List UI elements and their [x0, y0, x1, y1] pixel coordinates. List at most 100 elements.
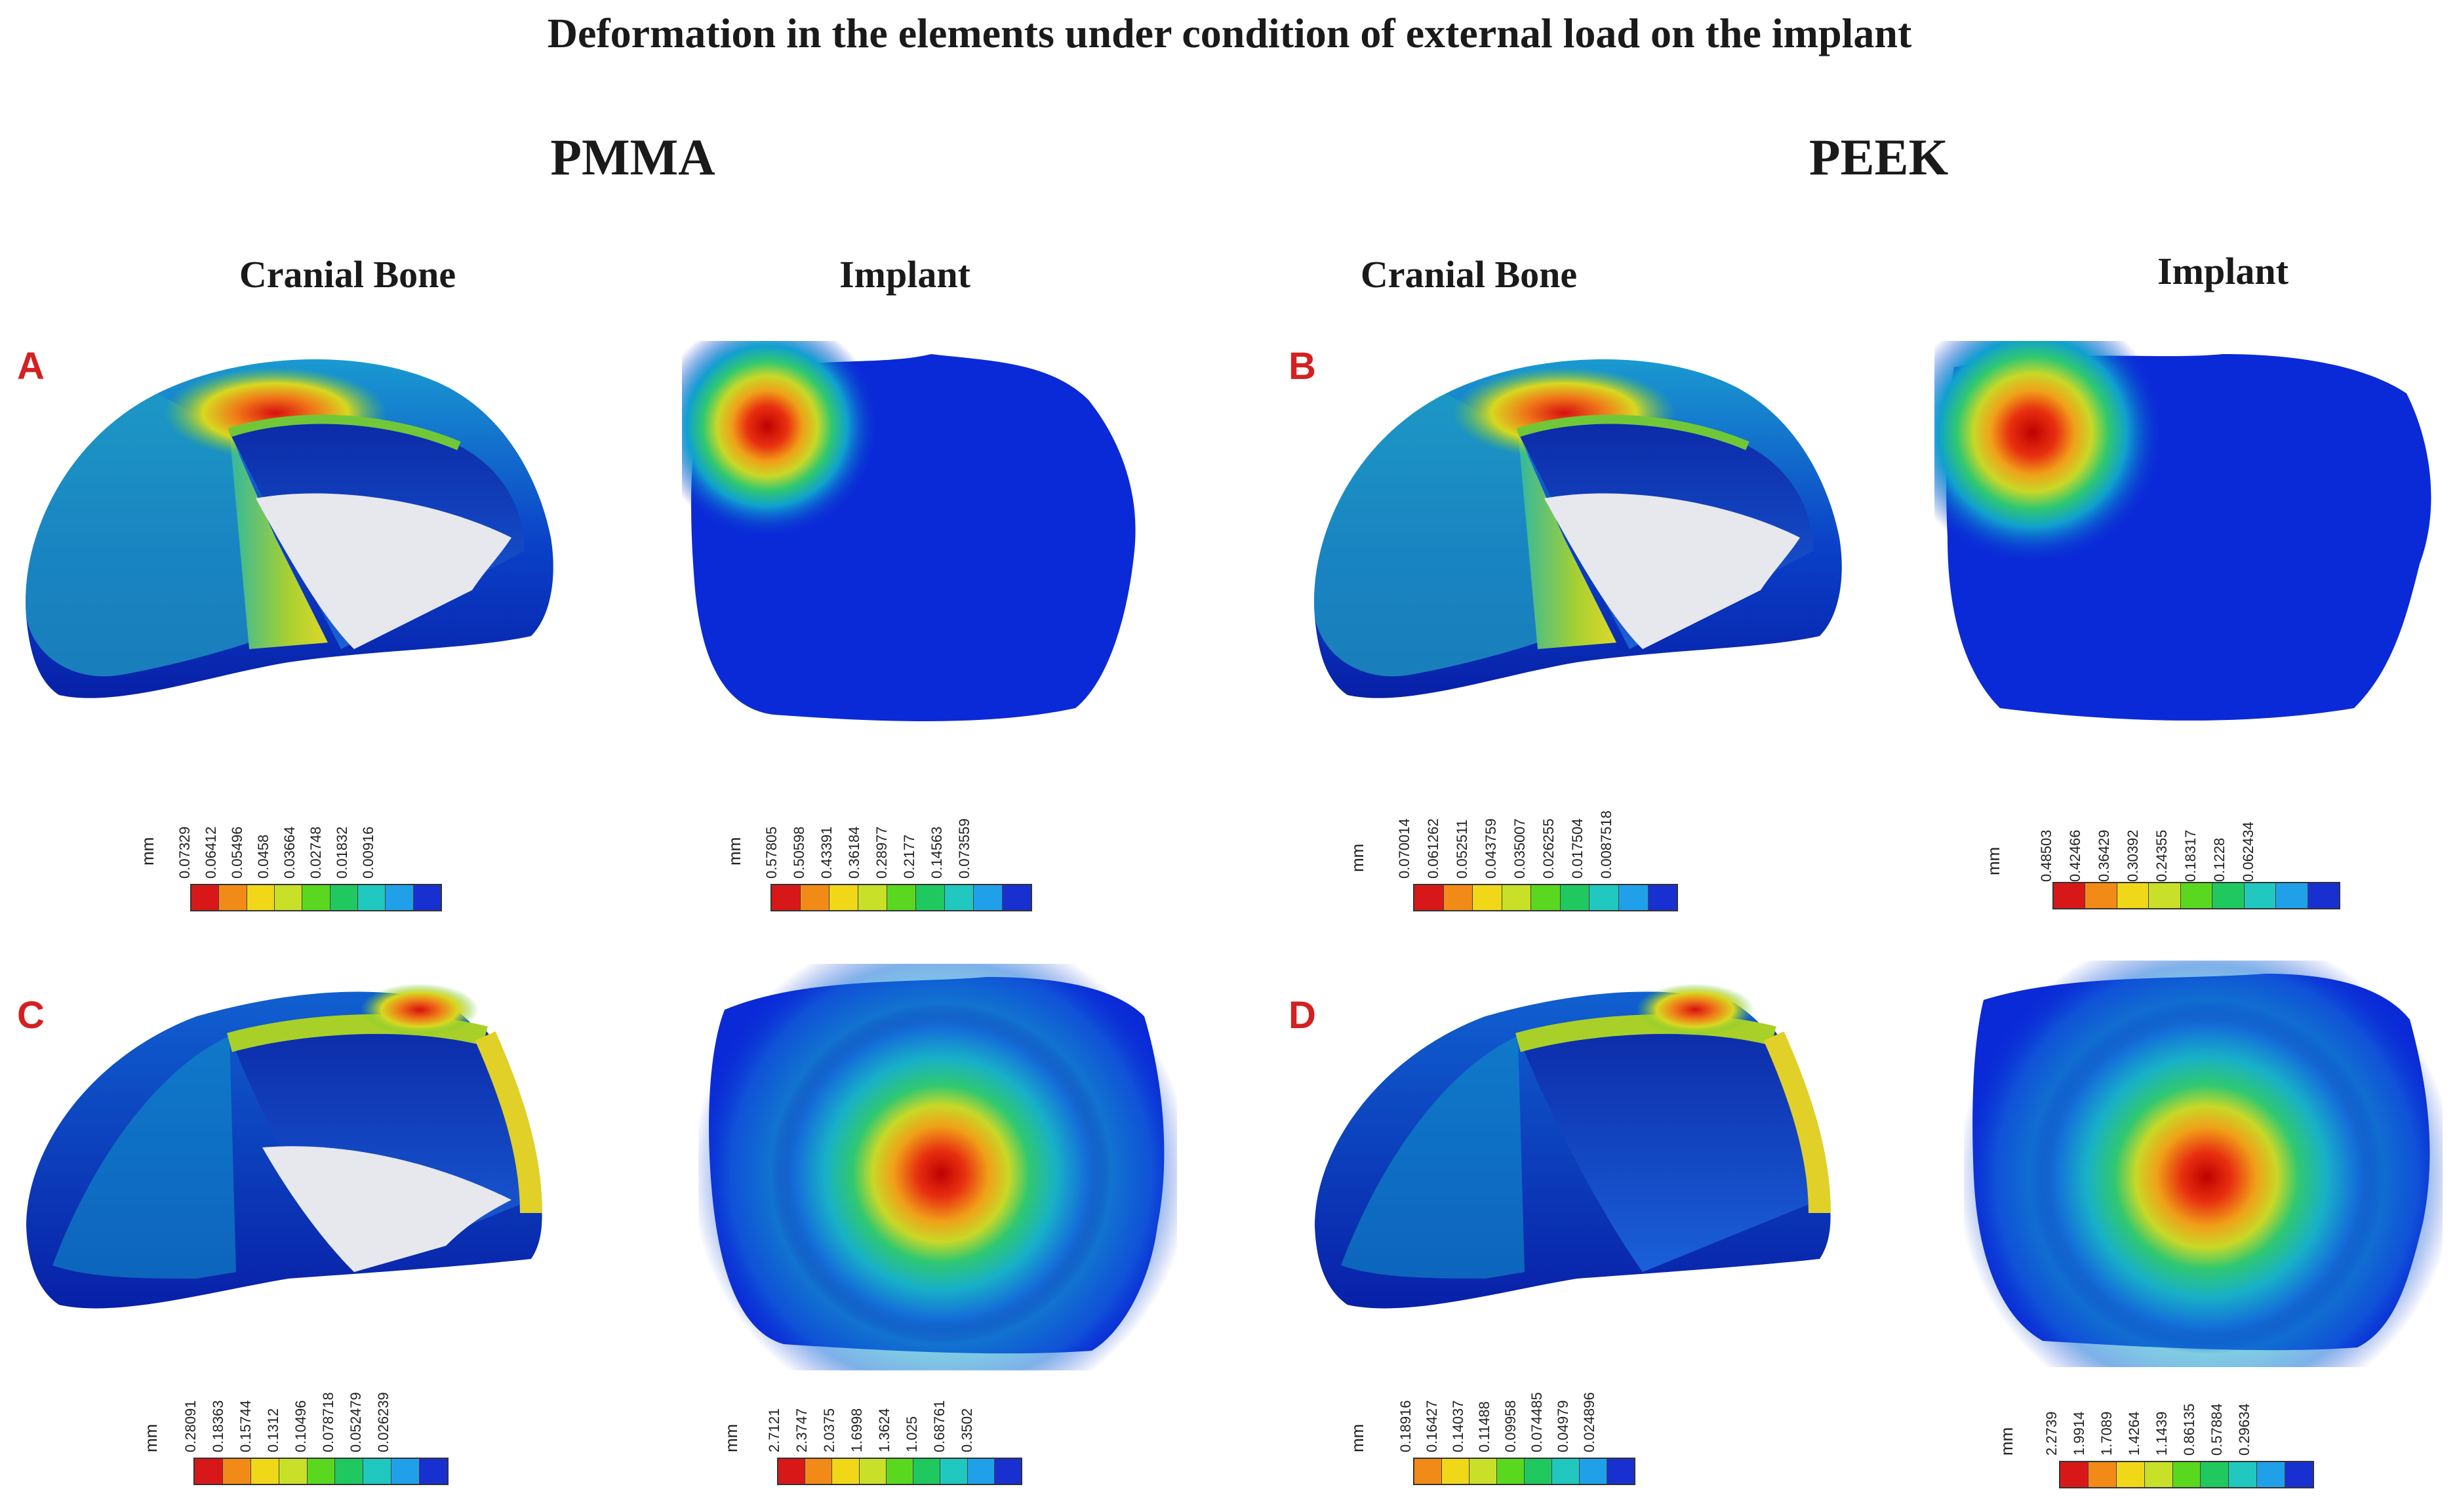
implant-model-b: [1934, 341, 2431, 721]
legend-ticks: 0.28091 0.18363 0.15744 0.1312 0.10496 0…: [182, 1367, 466, 1452]
legend-ticks: 0.57805 0.50598 0.43391 0.36184 0.28977 …: [763, 787, 1049, 879]
cranial-bone-model-c: [26, 984, 542, 1309]
column-title-peek-bone: Cranial Bone: [1360, 253, 1578, 296]
legend-tick: 0.28091: [182, 1400, 199, 1452]
legend-tick: 0.14037: [1450, 1400, 1466, 1452]
legend-color-swatch: [2212, 883, 2245, 908]
legend-tick: 0.052511: [1454, 819, 1470, 879]
legend-ticks: 0.48503 0.42466 0.36429 0.30392 0.24355 …: [2038, 777, 2328, 882]
legend-color-swatch: [887, 885, 916, 910]
legend-tick: 1.6998: [849, 1408, 865, 1452]
legend-tick: 0.30392: [2125, 829, 2141, 882]
legend-color-swatch: [2308, 883, 2339, 908]
legend-color-swatch: [2144, 1462, 2173, 1487]
legend-color-swatch: [1552, 1459, 1580, 1484]
implant-model-a: [682, 341, 1136, 721]
legend-color-swatch: [832, 1459, 860, 1484]
legend-tick: 0.03664: [281, 826, 298, 879]
legend-color-bar: [2052, 882, 2340, 909]
legend-tick: 0.043759: [1483, 818, 1499, 879]
legend-color-swatch: [2117, 883, 2149, 908]
panel-label-c: C: [17, 994, 45, 1037]
legend-color-swatch: [859, 1459, 887, 1484]
legend-color-swatch: [1525, 1459, 1552, 1484]
panel-label-d: D: [1289, 994, 1316, 1037]
implant-model-c: [698, 964, 1177, 1370]
legend-color-swatch: [363, 1459, 392, 1484]
legend-color-swatch: [191, 885, 220, 910]
legend-color-swatch: [1618, 885, 1649, 910]
legend-color-swatch: [967, 1459, 995, 1484]
group-title-pmma: PMMA: [550, 129, 715, 186]
legend-tick: 0.035007: [1511, 818, 1528, 879]
legend-tick: 0.026239: [375, 1392, 391, 1452]
legend-tick: 2.2739: [2043, 1411, 2060, 1456]
legend-color-swatch: [2285, 1462, 2313, 1487]
legend-color-swatch: [2054, 883, 2086, 908]
legend-tick: 0.062434: [2240, 822, 2256, 882]
legend-tick: 2.3747: [793, 1408, 810, 1452]
legend-tick: 0.18363: [210, 1400, 226, 1452]
legend-unit: mm: [725, 837, 744, 865]
legend-tick: 1.1439: [2153, 1411, 2170, 1456]
legend-unit: mm: [1984, 846, 2003, 875]
legend-tick: 0.48503: [2038, 829, 2054, 882]
legend-color-swatch: [279, 1459, 308, 1484]
legend-tick: 0.14563: [929, 826, 945, 879]
legend-tick: 0.024896: [1581, 1392, 1597, 1452]
legend-tick: 0.052479: [348, 1392, 364, 1452]
legend-color-swatch: [222, 1459, 251, 1484]
legend-tick: 0.68761: [931, 1400, 948, 1452]
implant-model-d: [1964, 961, 2443, 1367]
legend-tick: 0.06412: [203, 826, 219, 879]
legend-color-bar: [1413, 884, 1678, 911]
legend-color-swatch: [805, 1459, 833, 1484]
legend-tick: 0.07329: [176, 826, 193, 879]
legend-unit: mm: [1348, 1423, 1367, 1452]
legend-tick: 0.50598: [791, 826, 807, 879]
legend-unit: mm: [721, 1423, 741, 1452]
legend-tick: 0.00916: [360, 826, 376, 879]
column-title-peek-implant: Implant: [2157, 250, 2289, 292]
legend-tick: 0.11488: [1476, 1401, 1492, 1452]
legend-color-swatch: [778, 1459, 806, 1484]
legend-unit: mm: [141, 1423, 161, 1452]
legend-tick: 0.10496: [292, 1400, 309, 1452]
legend-tick: 0.02748: [308, 826, 324, 879]
legend-tick: 2.0375: [821, 1408, 837, 1452]
legend-tick: 0.36184: [846, 826, 862, 879]
figure-title: Deformation in the elements under condit…: [547, 10, 1912, 56]
legend-color-swatch: [801, 885, 830, 910]
legend-color-bar: [190, 884, 442, 911]
legend-color-swatch: [1443, 885, 1473, 910]
legend-color-swatch: [357, 885, 386, 910]
legend-unit: mm: [138, 837, 157, 865]
legend-tick: 0.42466: [2067, 829, 2083, 882]
legend-tick: 0.29634: [2236, 1403, 2252, 1456]
legend-color-bar: [770, 884, 1032, 911]
legend-tick: 0.061262: [1425, 818, 1441, 879]
legend-color-swatch: [1531, 885, 1561, 910]
legend-color-swatch: [2257, 1462, 2286, 1487]
legend-color-swatch: [1414, 885, 1444, 910]
legend-unit: mm: [1348, 843, 1367, 872]
legend-color-swatch: [974, 885, 1003, 910]
legend-ticks: 2.7121 2.3747 2.0375 1.6998 1.3624 1.025…: [766, 1367, 1049, 1452]
legend-tick: 0.36429: [2096, 829, 2112, 882]
legend-color-swatch: [2180, 883, 2213, 908]
legend-tick: 1.9914: [2071, 1411, 2087, 1456]
legend-tick: 0.026255: [1540, 818, 1557, 879]
legend-color-swatch: [830, 885, 858, 910]
legend-tick: 1.3624: [876, 1408, 892, 1452]
cranial-bone-model-a: [26, 359, 553, 698]
legend-tick: 2.7121: [766, 1408, 782, 1452]
legend-color-swatch: [945, 885, 974, 910]
legend-color-swatch: [886, 1459, 914, 1484]
legend-color-swatch: [1648, 885, 1677, 910]
legend-color-swatch: [420, 1459, 448, 1484]
legend-color-swatch: [2149, 883, 2181, 908]
legend-unit: mm: [1997, 1427, 2016, 1456]
legend-tick: 0.09958: [1502, 1400, 1519, 1452]
legend-tick: 0.57805: [763, 826, 780, 879]
legend-color-swatch: [335, 1459, 364, 1484]
